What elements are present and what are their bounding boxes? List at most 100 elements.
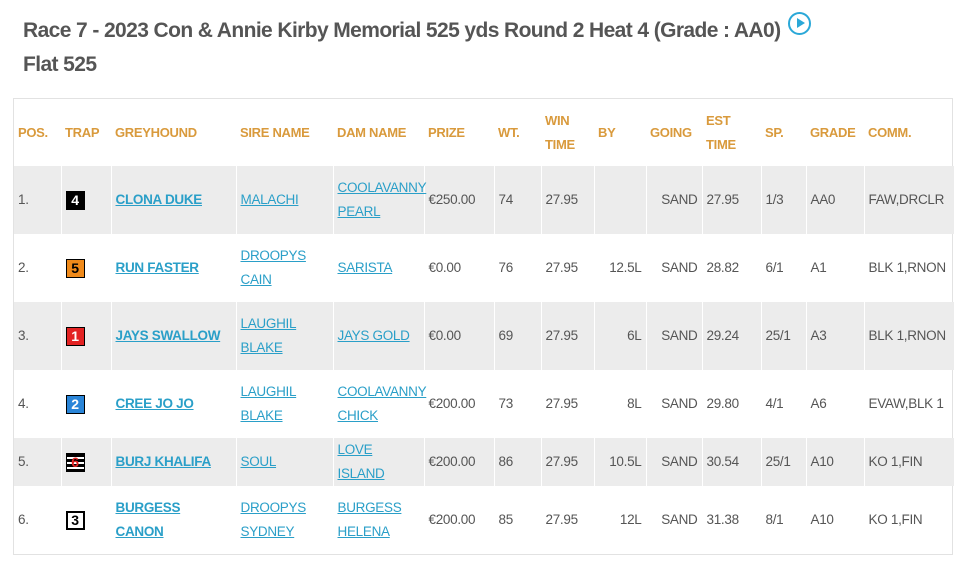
est-time-cell: 30.54 [701, 438, 761, 486]
est-time-cell: 29.80 [701, 370, 761, 438]
going-cell: SAND [645, 302, 702, 370]
dam-link[interactable]: COOLAVANNY PEARL [337, 180, 427, 219]
pos-cell: 4. [18, 396, 29, 411]
col-header-greyhound: GREYHOUND [115, 124, 197, 140]
win-time-cell: 27.95 [540, 486, 594, 554]
sp-cell: 1/3 [760, 166, 806, 234]
greyhound-link[interactable]: BURGESS CANON [115, 500, 181, 539]
trap-cell: 5 [60, 234, 111, 302]
dam-link[interactable]: BURGESS HELENA [337, 500, 402, 539]
prize-cell: €250.00 [423, 166, 494, 234]
comm-cell: KO 1,FIN [863, 486, 954, 554]
pos-cell: 6. [18, 512, 29, 527]
col-header-est-time: EST TIME [706, 112, 736, 152]
wt-cell: 76 [493, 234, 541, 302]
dam-cell: JAYS GOLD [332, 302, 424, 370]
greyhound-cell: CLONA DUKE [110, 166, 236, 234]
sire-link[interactable]: SOUL [240, 454, 277, 469]
by-cell: 8L [593, 370, 646, 438]
pos-cell: 2. [18, 260, 29, 275]
dam-cell: SARISTA [332, 234, 424, 302]
comm-cell: KO 1,FIN [863, 438, 954, 486]
col-header-comm: COMM. [868, 124, 912, 140]
greyhound-cell: CREE JO JO [110, 370, 236, 438]
prize-cell: €200.00 [423, 486, 494, 554]
comm-cell: EVAW,BLK 1 [863, 370, 954, 438]
win-time-cell: 27.95 [540, 302, 594, 370]
table-row: 6. 3 BURGESS CANON DROOPYS SYDNEY BURGES… [14, 486, 954, 554]
trap-5-icon: 5 [65, 258, 85, 278]
dam-link[interactable]: LOVE ISLAND [337, 442, 385, 481]
by-cell: 12.5L [593, 234, 646, 302]
greyhound-link[interactable]: BURJ KHALIFA [115, 454, 212, 469]
col-header-grade: GRADE [810, 124, 856, 140]
trap-cell: 4 [60, 166, 111, 234]
greyhound-link[interactable]: RUN FASTER [115, 260, 200, 275]
by-cell [593, 166, 646, 234]
prize-cell: €0.00 [423, 234, 494, 302]
dam-cell: LOVE ISLAND [332, 438, 424, 486]
race-title: Race 7 - 2023 Con & Annie Kirby Memorial… [23, 19, 781, 76]
win-time-cell: 27.95 [540, 438, 594, 486]
going-cell: SAND [645, 234, 702, 302]
greyhound-cell: RUN FASTER [110, 234, 236, 302]
sp-cell: 25/1 [760, 302, 806, 370]
sire-cell: DROOPYS SYDNEY [235, 486, 333, 554]
dam-cell: COOLAVANNY CHICK [332, 370, 427, 438]
sp-cell: 6/1 [760, 234, 806, 302]
going-cell: SAND [645, 166, 702, 234]
going-cell: SAND [645, 486, 702, 554]
col-header-win-time: WIN TIME [545, 112, 575, 152]
pos-cell: 3. [18, 328, 29, 343]
dam-link[interactable]: COOLAVANNY CHICK [337, 384, 427, 423]
win-time-cell: 27.95 [540, 234, 594, 302]
trap-cell: 6 [60, 438, 111, 486]
sp-cell: 8/1 [760, 486, 806, 554]
col-header-sp: SP. [765, 124, 784, 140]
going-cell: SAND [645, 370, 702, 438]
dam-link[interactable]: JAYS GOLD [337, 328, 410, 343]
est-time-cell: 29.24 [701, 302, 761, 370]
greyhound-link[interactable]: JAYS SWALLOW [115, 328, 221, 343]
wt-cell: 69 [493, 302, 541, 370]
est-time-cell: 27.95 [701, 166, 761, 234]
wt-cell: 85 [493, 486, 541, 554]
sire-link[interactable]: LAUGHIL BLAKE [240, 384, 297, 423]
wt-cell: 86 [493, 438, 541, 486]
play-circle-icon[interactable] [788, 12, 811, 35]
col-header-sire: SIRE NAME [240, 124, 310, 140]
sp-cell: 4/1 [760, 370, 806, 438]
sire-link[interactable]: DROOPYS SYDNEY [240, 500, 307, 539]
pos-cell: 1. [18, 192, 29, 207]
wt-cell: 74 [493, 166, 541, 234]
trap-2-icon: 2 [65, 394, 85, 414]
greyhound-link[interactable]: CREE JO JO [115, 396, 194, 411]
col-header-prize: PRIZE [428, 124, 465, 140]
comm-cell: BLK 1,RNON [863, 302, 954, 370]
comm-cell: FAW,DRCLR [863, 166, 954, 234]
comm-cell: BLK 1,RNON [863, 234, 954, 302]
prize-cell: €200.00 [423, 438, 494, 486]
trap-4-icon: 4 [65, 190, 85, 210]
sire-link[interactable]: DROOPYS CAIN [240, 248, 307, 287]
table-row: 4. 2 CREE JO JO LAUGHIL BLAKE COOLAVANNY… [14, 370, 954, 438]
est-time-cell: 31.38 [701, 486, 761, 554]
dam-link[interactable]: SARISTA [337, 260, 393, 275]
results-table-container: POS. TRAP GREYHOUND SIRE NAME DAM NAME P… [13, 98, 954, 555]
dam-cell: BURGESS HELENA [332, 486, 424, 554]
col-header-dam: DAM NAME [337, 124, 407, 140]
col-header-wt: WT. [498, 124, 520, 140]
win-time-cell: 27.95 [540, 166, 594, 234]
by-cell: 12L [593, 486, 646, 554]
sire-cell: MALACHI [235, 166, 333, 234]
sire-cell: LAUGHIL BLAKE [235, 370, 333, 438]
grade-cell: A1 [805, 234, 864, 302]
by-cell: 10.5L [593, 438, 646, 486]
going-cell: SAND [645, 438, 702, 486]
col-header-trap: TRAP [65, 124, 100, 140]
sire-link[interactable]: MALACHI [240, 192, 299, 207]
greyhound-link[interactable]: CLONA DUKE [115, 192, 203, 207]
table-row: 2. 5 RUN FASTER DROOPYS CAIN SARISTA €0.… [14, 234, 954, 302]
sire-cell: SOUL [235, 438, 333, 486]
sire-link[interactable]: LAUGHIL BLAKE [240, 316, 297, 355]
